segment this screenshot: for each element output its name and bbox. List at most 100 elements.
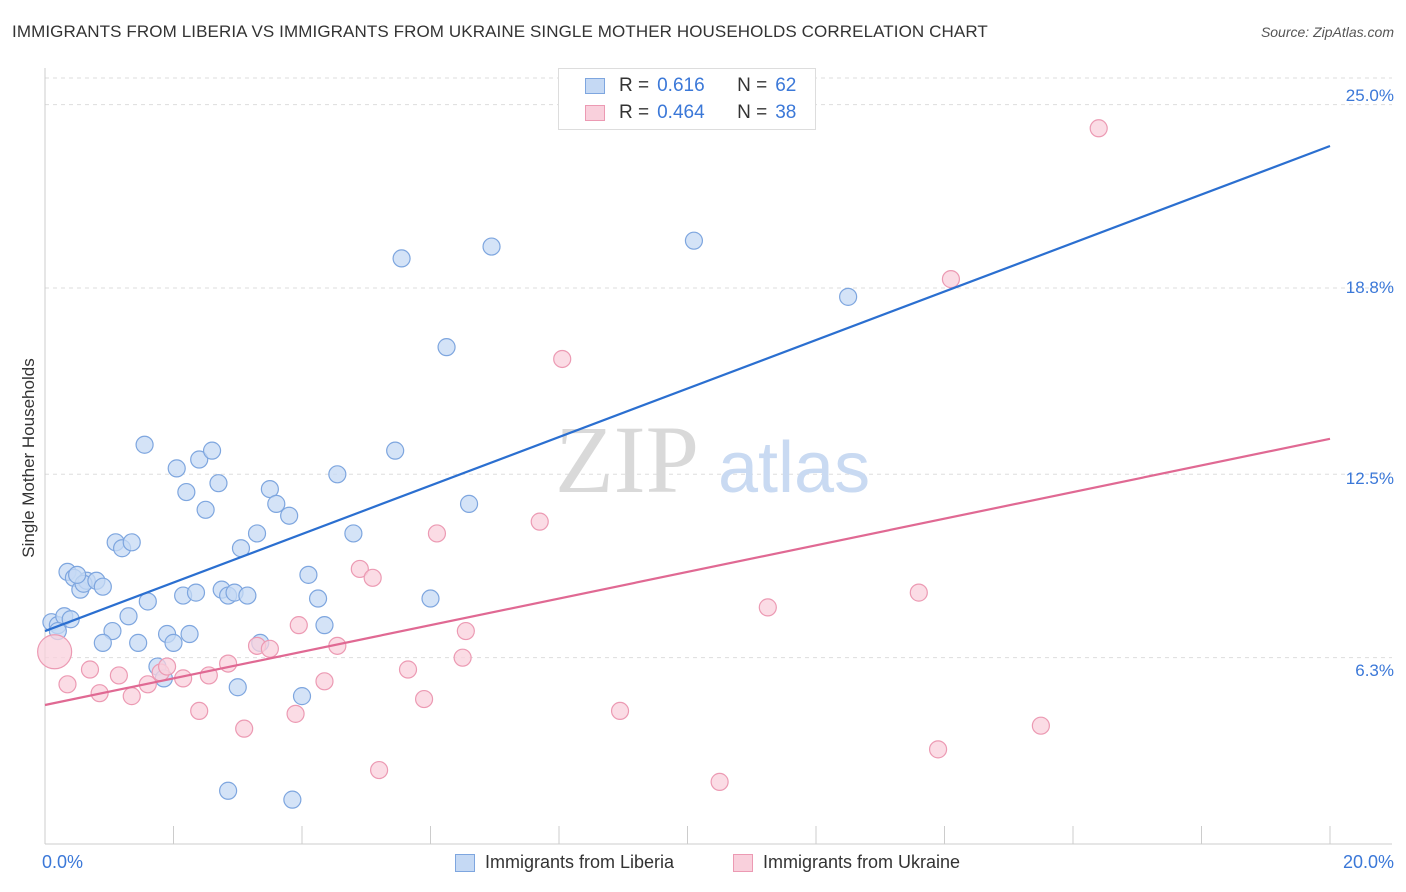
point-liberia	[122, 533, 141, 552]
legend-row-liberia: R = 0.616 N = 62	[585, 75, 814, 97]
point-ukraine	[363, 568, 382, 587]
point-ukraine	[610, 701, 630, 721]
point-liberia	[299, 565, 318, 584]
point-ukraine	[928, 740, 948, 759]
point-liberia	[421, 589, 440, 608]
point-liberia	[177, 482, 196, 502]
point-ukraine	[941, 270, 961, 289]
point-liberia	[267, 494, 286, 513]
legend-r-key: R =	[619, 102, 650, 123]
axes	[44, 68, 1392, 845]
point-liberia	[247, 524, 267, 543]
legend-n-key: N =	[737, 102, 768, 123]
legend-swatch-ukraine	[733, 853, 753, 872]
point-liberia	[202, 441, 222, 460]
x-tick-label-max: 20.0%	[1342, 852, 1394, 872]
point-liberia	[684, 231, 704, 250]
trend-line-ukraine	[44, 437, 1331, 707]
legend-r-value: 0.464	[657, 102, 705, 123]
point-ukraine	[758, 598, 777, 617]
point-liberia	[344, 524, 363, 543]
point-ukraine	[1089, 119, 1108, 138]
point-liberia	[308, 589, 328, 608]
point-ukraine	[157, 657, 177, 676]
point-ukraine	[219, 654, 238, 673]
point-ukraine	[109, 666, 128, 685]
point-liberia	[93, 577, 112, 596]
point-liberia	[315, 616, 334, 635]
legend-item-ukraine[interactable]: Immigrants from Ukraine	[733, 852, 960, 873]
legend-swatch-ukraine	[585, 105, 605, 121]
point-ukraine	[289, 616, 308, 635]
point-ukraine	[122, 687, 141, 706]
point-liberia	[190, 450, 209, 469]
legend-r-key: R =	[619, 75, 650, 96]
point-liberia	[228, 678, 247, 697]
point-liberia	[459, 494, 479, 513]
y-tick-label-6-3: 6.3%	[1355, 661, 1394, 680]
legend-n-value: 62	[775, 75, 797, 96]
legend-item-liberia[interactable]: Immigrants from Liberia	[455, 852, 674, 873]
point-ukraine	[909, 583, 928, 602]
point-liberia	[167, 459, 186, 478]
point-liberia	[839, 287, 858, 306]
point-ukraine	[80, 660, 100, 679]
point-liberia	[292, 687, 312, 706]
watermark: ZIP atlas	[555, 406, 870, 513]
point-liberia	[386, 441, 405, 460]
point-ukraine	[398, 660, 418, 679]
point-ukraine	[286, 704, 305, 723]
point-liberia	[180, 624, 199, 644]
watermark-atlas: atlas	[718, 428, 870, 508]
chart-title: IMMIGRANTS FROM LIBERIA VS IMMIGRANTS FR…	[12, 22, 988, 41]
series-legend: Immigrants from Liberia Immigrants from …	[0, 852, 1406, 876]
gridlines	[45, 77, 1392, 659]
point-ukraine	[350, 559, 369, 579]
y-tick-label-12-5: 12.5%	[1345, 469, 1394, 488]
point-liberia	[219, 781, 238, 800]
legend-swatch-liberia	[455, 853, 475, 872]
point-ukraine	[58, 675, 77, 694]
point-liberia	[328, 465, 347, 484]
point-ukraine	[190, 701, 209, 721]
point-liberia	[482, 237, 501, 256]
point-liberia	[164, 633, 183, 652]
point-ukraine	[453, 648, 472, 667]
point-liberia	[103, 621, 122, 641]
point-liberia	[209, 474, 228, 493]
point-liberia	[238, 586, 257, 605]
point-ukraine	[414, 689, 434, 709]
point-liberia	[196, 500, 215, 519]
point-liberia	[119, 607, 138, 626]
legend-swatch-liberia	[585, 78, 605, 94]
point-ukraine	[1031, 716, 1050, 735]
y-tick-label-25: 25.0%	[1345, 86, 1394, 105]
point-ukraine	[260, 639, 279, 658]
watermark-zip: ZIP	[555, 406, 699, 513]
trend-line-liberia	[44, 144, 1331, 633]
source-attribution: Source: ZipAtlas.com	[1260, 24, 1394, 40]
point-ukraine	[315, 672, 334, 691]
point-ukraine	[710, 772, 729, 791]
point-ukraine	[456, 621, 475, 641]
point-liberia	[437, 338, 456, 357]
legend-r-value: 0.616	[657, 75, 705, 96]
correlation-legend: R = 0.616 N = 62 R = 0.464 N = 38	[558, 68, 816, 130]
point-ukraine	[235, 719, 254, 738]
point-ukraine	[37, 634, 73, 670]
point-ukraine	[370, 760, 389, 780]
x-tick-label-min: 0.0%	[42, 852, 84, 872]
point-ukraine	[553, 349, 572, 369]
legend-n-key: N =	[737, 75, 768, 96]
point-ukraine	[427, 524, 447, 543]
point-liberia	[135, 435, 154, 454]
point-liberia	[392, 249, 411, 268]
point-liberia	[186, 583, 206, 602]
point-liberia	[93, 633, 112, 652]
y-tick-label-18-8: 18.8%	[1345, 278, 1394, 297]
legend-label-liberia: Immigrants from Liberia	[485, 852, 675, 872]
point-liberia	[68, 565, 87, 584]
point-liberia	[129, 633, 148, 652]
legend-label-ukraine: Immigrants from Ukraine	[763, 852, 961, 872]
